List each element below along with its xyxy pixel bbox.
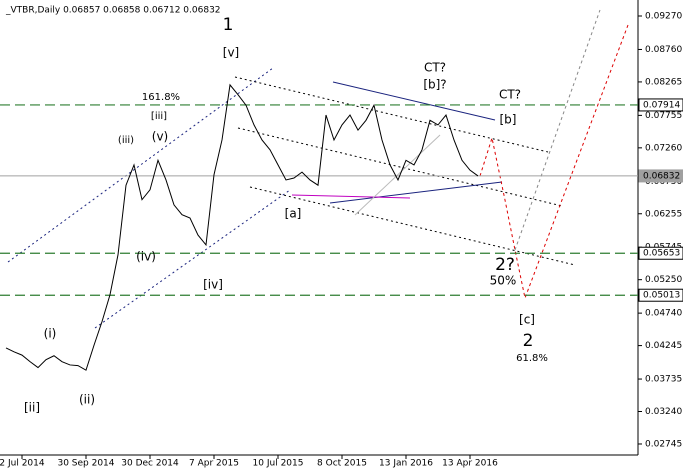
level-label: 0.05653 [643, 249, 680, 259]
annotation: CT? [499, 88, 521, 102]
annotation: [iii] [151, 111, 167, 122]
x-tick-label: 7 Apr 2015 [189, 459, 239, 468]
y-tick-label: 0.04740 [645, 309, 682, 319]
x-tick-label: 2 Jul 2014 [0, 459, 45, 468]
level-box [638, 246, 683, 260]
y-tick-label: 0.04245 [645, 341, 682, 351]
x-tick-label: 10 Jul 2015 [253, 459, 304, 468]
y-tick-label: 0.08760 [645, 45, 682, 55]
y-tick-label: 0.03735 [645, 375, 682, 385]
annotation: 161.8% [142, 92, 180, 103]
x-tick-label: 13 Apr 2016 [442, 459, 498, 468]
annotation: [c] [519, 313, 535, 327]
y-tick-label: 0.06255 [645, 209, 682, 219]
annotation: [iv] [203, 278, 223, 292]
annotation: [b]? [423, 78, 446, 92]
x-tick-label: 30 Sep 2014 [57, 459, 114, 468]
y-tick-label: 0.07755 [645, 111, 682, 121]
chart-title: _VTBR,Daily 0.06857 0.06858 0.06712 0.06… [5, 6, 221, 16]
level-label: 0.07914 [643, 100, 680, 110]
x-tick-label: 30 Dec 2014 [121, 459, 179, 468]
channel-line [249, 186, 576, 266]
annotation: [ii] [24, 401, 40, 415]
annotation: (i) [44, 327, 57, 341]
y-tick-label: 0.08265 [645, 77, 682, 87]
projection [514, 9, 601, 251]
annotation: 1 [223, 15, 234, 35]
y-tick-label: 0.09270 [645, 12, 682, 22]
trend-line [291, 194, 411, 199]
annotation: CT? [424, 61, 446, 75]
annotation: (ii) [79, 393, 95, 407]
trend-line [332, 81, 496, 121]
y-tick-label: 0.07260 [645, 143, 682, 153]
level-box [638, 169, 683, 183]
price-line [5, 83, 479, 371]
annotation: (iv) [136, 250, 156, 264]
y-tick-label: 0.02745 [645, 439, 682, 449]
annotation: 61.8% [516, 353, 548, 364]
y-tick-label: 0.03240 [645, 407, 682, 417]
annotation: 2 [523, 331, 534, 351]
level-label: 0.06832 [643, 171, 680, 181]
annotation: (iii) [118, 135, 134, 146]
annotation: [b] [500, 113, 517, 127]
channel-line [234, 76, 549, 153]
annotation: 2? [495, 255, 515, 275]
y-tick-label: 0.05250 [645, 275, 682, 285]
projection [479, 24, 629, 300]
annotation: [a] [285, 207, 302, 221]
channel-line [237, 127, 563, 207]
x-tick-label: 13 Jan 2016 [379, 459, 433, 468]
x-tick-label: 8 Oct 2015 [317, 459, 367, 468]
drawings [7, 9, 629, 329]
level-box [638, 288, 683, 302]
annotation: 50% [490, 274, 517, 288]
annotation: (v) [152, 130, 168, 144]
trend-line [354, 134, 441, 216]
level-box [638, 98, 683, 112]
level-label: 0.05013 [643, 291, 680, 301]
annotation: [v] [223, 46, 239, 60]
trend-line [329, 181, 503, 204]
